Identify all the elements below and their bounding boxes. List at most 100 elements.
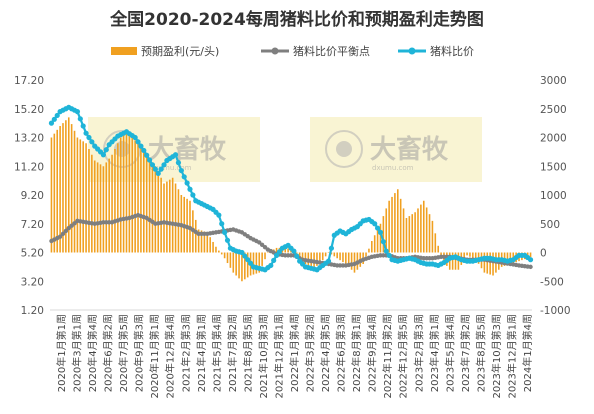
profit-bar <box>232 252 235 273</box>
x-tick-label: 2022年12月第5周 <box>397 314 410 399</box>
ratio-point <box>103 147 109 153</box>
ratio-point <box>100 152 106 158</box>
ratio-point <box>181 174 187 180</box>
x-axis: 2020年1月第1周 2020年3月第1周 2020年4月第4周 2020年6月第2周… <box>50 309 534 399</box>
profit-bar <box>342 252 344 263</box>
profit-bar <box>474 252 477 260</box>
ratio-point <box>155 170 161 177</box>
profit-bar <box>454 252 457 270</box>
profit-bar <box>88 149 90 253</box>
ratio-point <box>383 248 389 254</box>
svg-text:大畜牧: 大畜牧 <box>148 134 227 165</box>
profit-bar <box>301 252 304 262</box>
profit-bar <box>333 252 336 257</box>
profit-bar <box>486 252 489 274</box>
ratio-point <box>224 237 231 243</box>
profit-bar <box>425 207 428 253</box>
legend-label-profit: 预期盈利(元/头) <box>141 45 219 58</box>
profit-bar <box>143 150 145 253</box>
chart-legend: 预期盈利(元/头) 猪料比价平衡点 猪料比价 <box>111 44 474 58</box>
profit-bar <box>163 183 165 253</box>
profit-bar <box>457 252 460 270</box>
x-tick-label: 2020年11月第1周 <box>148 314 161 399</box>
ratio-point <box>325 258 332 264</box>
profit-bar <box>62 123 64 253</box>
profit-bar <box>368 248 370 253</box>
ratio-point <box>132 134 138 141</box>
profit-bar <box>105 162 108 253</box>
x-tick-label: 2024年1月第4周 <box>521 314 534 392</box>
ratio-point <box>83 130 89 136</box>
breakeven-point <box>66 225 71 231</box>
profit-bar <box>324 252 327 257</box>
y-right-tick-label: 0 <box>540 248 547 260</box>
profit-bar <box>119 137 122 253</box>
profit-bar <box>50 137 53 253</box>
profit-bar <box>157 172 160 253</box>
profit-bar <box>408 216 411 253</box>
profit-bar <box>154 166 157 253</box>
ratio-point <box>89 139 95 145</box>
y-left-tick-label: 9.20 <box>21 190 44 202</box>
profit-bar <box>316 252 318 266</box>
y-left-tick-label: 15.20 <box>14 104 44 116</box>
ratio-point <box>187 186 193 192</box>
profit-bar <box>197 229 200 253</box>
profit-bar <box>166 181 168 253</box>
x-tick-label: 2021年8月第5周 <box>241 314 254 392</box>
x-tick-label: 2023年4月第1周 <box>428 314 441 392</box>
y-right-tick-label: -1000 <box>540 305 571 317</box>
y-left-tick-label: 13.20 <box>14 133 44 145</box>
ratio-point <box>54 112 60 119</box>
profit-bar <box>215 246 217 253</box>
y-axis-left: 1.20 3.20 5.20 7.20 9.20 11.20 13.20 15.20 17.20 <box>14 75 44 317</box>
ratio-point <box>239 249 245 256</box>
profit-bar <box>76 137 79 253</box>
profit-bar <box>91 154 93 253</box>
profit-bar <box>420 204 422 253</box>
profit-bar <box>365 252 367 257</box>
x-tick-label: 2022年4月第5周 <box>319 314 332 392</box>
profit-bar <box>93 160 96 253</box>
breakeven-point <box>72 221 77 226</box>
profit-bar <box>321 252 324 261</box>
y-left-tick-label: 3.20 <box>21 276 44 288</box>
ratio-point <box>190 192 196 198</box>
profit-bar <box>350 252 353 270</box>
ratio-point <box>527 257 534 263</box>
ratio-point <box>184 180 190 186</box>
ratio-point <box>80 123 86 129</box>
chart-title: 全国2020-2024每周猪料比价和预期盈利走势图 <box>109 9 484 30</box>
watermark-1: 大畜牧 dxumu.com <box>88 117 260 182</box>
breakeven-point <box>528 264 533 270</box>
ratio-point <box>219 221 225 227</box>
profit-bar <box>339 252 341 261</box>
profit-bar <box>53 133 56 253</box>
ratio-point <box>161 162 167 168</box>
ratio-point <box>86 134 92 141</box>
ratio-point <box>175 160 182 166</box>
profit-bar <box>177 189 180 253</box>
profit-bar <box>108 158 110 253</box>
series-lines <box>48 104 534 273</box>
profit-bar <box>114 149 116 253</box>
profit-bar <box>79 139 82 253</box>
profit-bar <box>246 252 249 278</box>
profit-bar <box>174 183 177 253</box>
profit-bar <box>298 252 301 258</box>
ratio-point <box>242 253 248 259</box>
ratio-point <box>245 257 251 263</box>
ratio-point <box>138 143 144 149</box>
legend-swatch-profit <box>111 47 137 55</box>
y-right-tick-label: 1500 <box>540 161 567 173</box>
x-tick-label: 2021年2月第3周 <box>179 314 192 392</box>
profit-bar <box>171 177 174 253</box>
profit-bar <box>96 162 99 253</box>
ratio-point <box>158 166 164 172</box>
profit-bar <box>56 129 59 253</box>
profit-bar <box>220 252 223 255</box>
ratio-point <box>273 252 280 258</box>
y-right-tick-label: 1000 <box>540 190 567 202</box>
profit-bar <box>252 252 255 275</box>
profit-bar <box>431 220 434 253</box>
